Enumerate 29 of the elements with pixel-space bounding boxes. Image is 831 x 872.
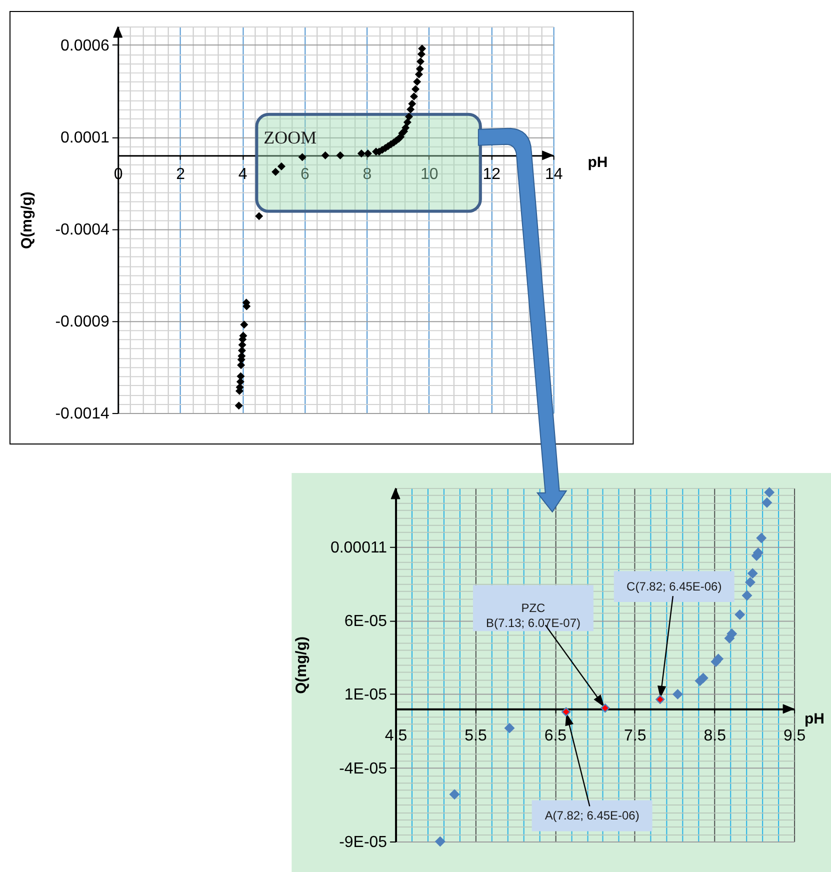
x-tick-label: 7.5 xyxy=(624,727,646,744)
y-tick-label: -0.0014 xyxy=(55,406,110,423)
x-tick-label: 5.5 xyxy=(464,727,487,744)
annotation: C(7.82; 6.45E-06) xyxy=(626,580,722,594)
y-tick-label: 0.00011 xyxy=(330,539,388,556)
x-tick-label: 2 xyxy=(176,166,186,183)
annotation: PZC B(7.13; 6.07E-07) xyxy=(486,601,580,630)
y-axis-title: Q(mg/g) xyxy=(293,636,310,694)
y-axis-title: Q(mg/g) xyxy=(18,192,36,249)
x-tick-label: 8 xyxy=(362,166,372,183)
y-tick-label: 0.0006 xyxy=(60,37,110,54)
x-tick-label: 6.5 xyxy=(544,727,567,744)
x-tick-label: 4 xyxy=(238,166,248,183)
y-tick-label: 0.0001 xyxy=(60,129,110,146)
x-tick-label: 12 xyxy=(482,166,501,183)
y-tick-label: -0.0004 xyxy=(55,221,110,238)
x-axis-title: pH xyxy=(804,710,824,728)
x-tick-label: 8.5 xyxy=(704,727,726,744)
x-tick-label: 6 xyxy=(300,166,310,183)
y-tick-label: -4E-05 xyxy=(339,760,388,778)
x-axis-title: pH xyxy=(588,154,608,171)
annotation: A(7.82; 6.45E-06) xyxy=(544,808,640,823)
annotation: ZOOM xyxy=(264,127,317,148)
y-tick-label: 6E-05 xyxy=(344,613,388,630)
x-tick-label: 14 xyxy=(544,166,563,183)
y-tick-label: -0.0009 xyxy=(55,313,110,330)
x-tick-label: 10 xyxy=(420,166,438,183)
y-tick-label: -9E-05 xyxy=(339,834,388,852)
y-tick-label: 1E-05 xyxy=(344,686,388,704)
